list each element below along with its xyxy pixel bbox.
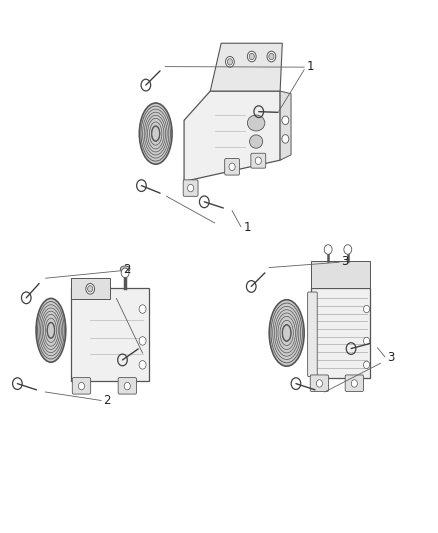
Circle shape — [249, 53, 254, 60]
Ellipse shape — [36, 298, 66, 362]
Ellipse shape — [152, 126, 159, 141]
FancyBboxPatch shape — [72, 377, 91, 394]
FancyBboxPatch shape — [183, 180, 198, 196]
Circle shape — [282, 116, 289, 125]
Text: 2: 2 — [103, 394, 111, 407]
Circle shape — [255, 157, 261, 165]
Ellipse shape — [47, 322, 54, 338]
Circle shape — [139, 337, 146, 345]
Circle shape — [139, 305, 146, 313]
Polygon shape — [210, 43, 283, 91]
Circle shape — [269, 53, 274, 60]
Ellipse shape — [139, 103, 172, 164]
FancyBboxPatch shape — [345, 375, 364, 391]
Polygon shape — [71, 278, 110, 300]
Text: 1: 1 — [306, 60, 314, 73]
Text: 3: 3 — [341, 255, 349, 268]
Text: 3: 3 — [387, 351, 395, 365]
Polygon shape — [311, 261, 370, 288]
FancyBboxPatch shape — [225, 159, 240, 175]
Circle shape — [139, 361, 146, 369]
Circle shape — [88, 286, 93, 292]
Circle shape — [227, 59, 233, 65]
Text: 1: 1 — [244, 221, 251, 233]
Circle shape — [124, 382, 131, 390]
Polygon shape — [71, 288, 149, 381]
Circle shape — [86, 284, 95, 294]
Ellipse shape — [250, 135, 263, 148]
Circle shape — [229, 163, 235, 171]
Circle shape — [282, 135, 289, 143]
Circle shape — [226, 56, 234, 67]
Ellipse shape — [283, 325, 291, 341]
Circle shape — [364, 361, 370, 368]
Circle shape — [364, 337, 370, 345]
Circle shape — [324, 245, 332, 254]
Polygon shape — [311, 288, 370, 378]
FancyBboxPatch shape — [118, 377, 137, 394]
FancyBboxPatch shape — [307, 292, 317, 376]
Circle shape — [351, 379, 357, 387]
Circle shape — [78, 382, 85, 390]
Polygon shape — [184, 91, 280, 181]
Circle shape — [344, 245, 352, 254]
Ellipse shape — [269, 300, 304, 366]
Ellipse shape — [120, 266, 130, 272]
Circle shape — [247, 51, 256, 62]
Circle shape — [267, 51, 276, 62]
Circle shape — [187, 184, 194, 192]
Polygon shape — [280, 91, 291, 160]
Circle shape — [316, 379, 322, 387]
Circle shape — [121, 268, 129, 278]
Ellipse shape — [247, 115, 265, 131]
Circle shape — [364, 305, 370, 313]
FancyBboxPatch shape — [251, 154, 266, 168]
Text: 2: 2 — [123, 263, 131, 276]
FancyBboxPatch shape — [310, 375, 328, 391]
